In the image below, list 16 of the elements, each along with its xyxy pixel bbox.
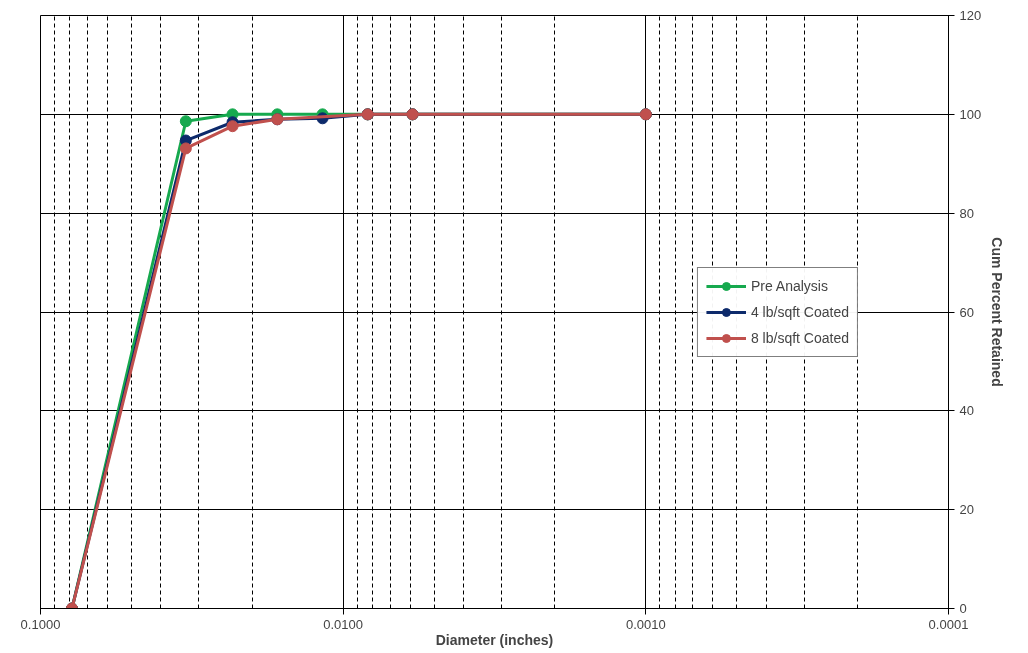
y-tick-label: 100: [959, 106, 982, 122]
y-tick-label: 40: [959, 403, 974, 419]
x-tick-label: 0.0001: [928, 616, 969, 632]
legend-label: 8 lb/sqft Coated: [750, 329, 849, 346]
y-tick-label: 60: [959, 304, 974, 320]
y-tick-label: 80: [959, 205, 974, 221]
y-tick-label: 20: [959, 502, 974, 518]
legend-label: Pre Analysis: [750, 277, 828, 294]
y-tick-label: 120: [959, 8, 982, 23]
x-tick-label: 0.0010: [625, 616, 666, 632]
y-tick-label: 0: [959, 601, 967, 616]
x-axis-title: Diameter (inches): [435, 631, 554, 648]
y-axis-title: Cum Percent Retained: [989, 237, 1006, 387]
x-tick-label: 0.0100: [323, 616, 364, 632]
x-tick-label: 0.1000: [20, 616, 61, 632]
legend-label: 4 lb/sqft Coated: [750, 303, 849, 320]
